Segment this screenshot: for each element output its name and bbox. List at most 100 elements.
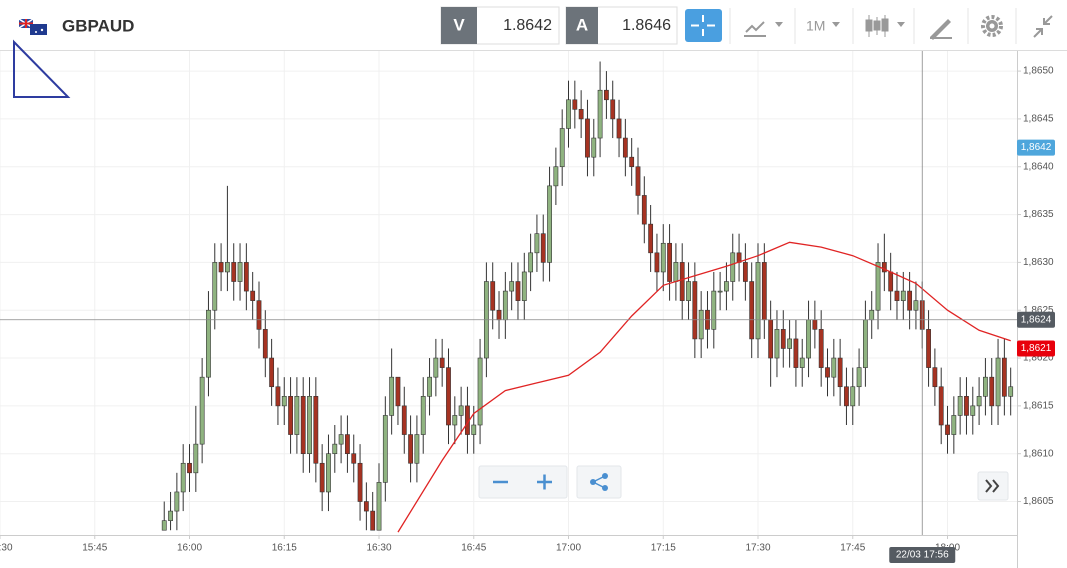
axes: 1,8605 1,8610 1,8615 1,8620 1,8625 1,8630 1,86… (0, 51, 1067, 568)
candle-body (540, 233, 546, 263)
candle-body (452, 415, 458, 426)
x-tick-label: 17:15 (651, 543, 676, 554)
ask-price: 1.8646 (622, 17, 671, 34)
candle-body (787, 338, 792, 349)
collapse-button[interactable] (1033, 15, 1053, 38)
candle-body (793, 338, 799, 368)
candle-body (894, 290, 900, 301)
candle-body (989, 376, 995, 407)
candle-body (477, 357, 483, 426)
candle-body (768, 319, 774, 359)
candle-body (862, 319, 868, 368)
candle-body (900, 290, 906, 301)
candle-body (319, 462, 325, 493)
x-tick-label: 15:30 (0, 543, 13, 554)
candle-body (597, 89, 603, 139)
candle-body (622, 137, 628, 158)
candle-type-button[interactable] (865, 15, 905, 37)
y-tick-label: 1,8620 (1023, 353, 1054, 364)
bid-label: V (453, 15, 465, 34)
candle-body (812, 319, 818, 330)
candle-body (351, 453, 357, 464)
candle-body (231, 262, 237, 282)
candle-body (717, 290, 723, 293)
candle-body (553, 166, 559, 187)
bid-price: 1.8642 (503, 17, 552, 34)
candle-body (724, 281, 729, 292)
candle-body (648, 223, 654, 254)
candle-body (338, 434, 344, 445)
candle-body (395, 376, 401, 407)
candle-body (806, 319, 811, 359)
ask-label: A (576, 15, 588, 34)
price-marker-box (1017, 139, 1055, 156)
candle-body (174, 491, 180, 512)
candle-body (673, 262, 679, 282)
candle-body (945, 424, 950, 435)
candle-body (585, 118, 590, 158)
candle-body (629, 156, 635, 168)
candle-body (300, 396, 306, 454)
crosshair-button[interactable] (685, 9, 722, 42)
y-tick-label: 1,8650 (1023, 66, 1054, 77)
candle-body (199, 376, 205, 445)
x-tick-label: 16:30 (366, 543, 391, 554)
candle-body (888, 271, 894, 292)
y-tick-label: 1,8635 (1023, 209, 1054, 220)
y-tick-label: 1,8640 (1023, 161, 1054, 172)
candle-body (326, 453, 331, 493)
x-tick-label: 17:30 (745, 543, 770, 554)
crosshair-price: 1,8624 (1021, 314, 1052, 325)
candle-body (389, 376, 395, 416)
candle-body (345, 434, 350, 454)
x-axis-band (0, 535, 1067, 568)
candle-body (856, 367, 862, 388)
candle-body (357, 462, 363, 502)
candle-body (610, 99, 616, 120)
candle-body (446, 367, 451, 426)
candle-body (521, 271, 527, 301)
candle-body (187, 462, 192, 474)
share-button[interactable] (576, 465, 622, 499)
x-tick-label: 17:45 (840, 543, 865, 554)
y-tick-label: 1,8610 (1023, 448, 1054, 459)
candle-body (458, 405, 464, 416)
chart-type-button[interactable] (744, 21, 783, 37)
candle-body (755, 262, 761, 340)
plot-area (161, 61, 1014, 533)
timeframe[interactable]: 1M (806, 18, 825, 34)
y-tick-label: 1,8630 (1023, 257, 1054, 268)
candle-body (964, 396, 969, 416)
candle-body (559, 128, 565, 168)
candle-body (218, 262, 224, 273)
x-tick-label: 15:45 (82, 543, 107, 554)
candle-body (837, 357, 843, 388)
draw-tools-button[interactable] (930, 19, 952, 40)
drawn-triangle[interactable] (13, 39, 71, 98)
x-tick-label: 16:00 (177, 543, 202, 554)
candle-body (679, 262, 685, 301)
candle-body (294, 396, 300, 435)
toolbar: GBPAUD V 1.8642 A 1.8646 1M (0, 0, 1067, 51)
candle-body (401, 405, 407, 435)
candle-body (844, 386, 849, 407)
ask-label-box (566, 7, 598, 44)
price-marker-box (1017, 340, 1055, 357)
zoom-in[interactable] (537, 474, 552, 490)
candle-body (660, 242, 666, 273)
candle-body (547, 185, 552, 263)
candle-body (881, 262, 887, 273)
candle-body (913, 300, 919, 311)
candle-body (1008, 386, 1014, 397)
candle-body (742, 262, 748, 282)
settings-button[interactable] (981, 15, 1003, 37)
grid (0, 51, 1017, 535)
candle-body (850, 386, 856, 407)
share-icon (590, 473, 608, 491)
candle-body (907, 290, 913, 311)
y-tick-label: 1,8605 (1023, 496, 1054, 507)
crosshair-time-box (889, 547, 956, 563)
scroll-right-button[interactable] (977, 471, 1009, 501)
candle-body (168, 510, 173, 521)
